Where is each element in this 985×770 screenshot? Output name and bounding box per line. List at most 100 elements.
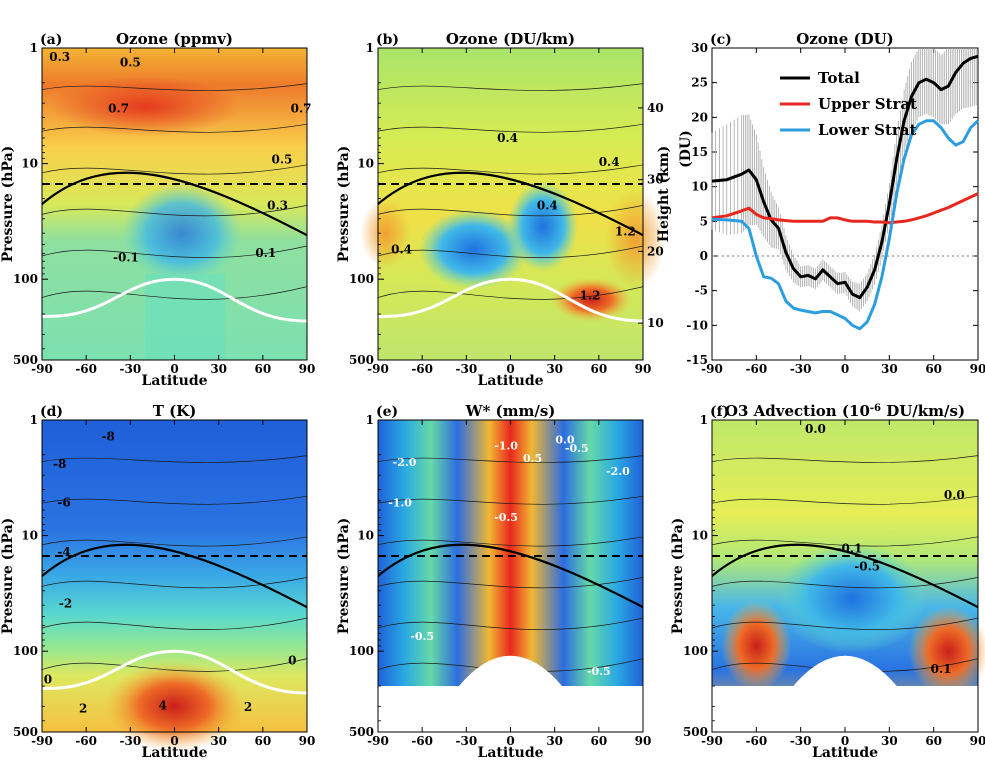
x-tick-label: -30 [455,734,477,748]
y-tick-label: 15 [691,145,708,159]
x-tick-label: 0 [170,362,178,376]
contour-line [377,245,644,258]
y-axis-label: Pressure (hPa) [336,518,352,635]
y-tick-label: 1 [700,413,708,427]
x-tick-label: 30 [881,362,898,376]
x-tick-label: 90 [970,362,985,376]
contour-label: 0.1 [931,662,952,676]
contour-label: -4 [57,545,70,559]
x-tick-label: 30 [210,734,227,748]
x-tick-label: -60 [75,362,97,376]
contour-line [41,123,308,133]
contour-line [41,617,308,630]
x-tick-label: 30 [546,734,563,748]
x-tick-label: -90 [31,734,53,748]
zero-contour [377,543,644,609]
contour-line [41,286,308,300]
tropopause-line [377,277,644,323]
contour-label: -0.1 [113,250,139,264]
legend-label-upper: Upper Strat [818,95,917,113]
panel-e: -2.0-1.00.5-0.50.0-2.0-1.0-0.5-0.5-0.5(e… [336,402,651,761]
y-axis-label: Pressure (hPa) [0,518,16,635]
contour-line [41,164,308,175]
contour-label: 1.2 [615,225,636,239]
x-tick-label: -30 [119,362,141,376]
x-tick-label: 90 [970,734,985,748]
x-tick-label: -90 [701,734,723,748]
x-axis-label: Latitude [141,745,207,761]
contour-line [41,83,308,91]
topography-mask [793,655,897,686]
x-tick-label: 60 [925,734,942,748]
contour-label: 0.0 [555,434,574,447]
y-tick-label: 500 [349,353,374,367]
y2-tick-label: 10 [647,316,664,330]
y-tick-label: -5 [695,284,708,298]
title-tail: DU/km/s) [881,402,965,420]
ozone-min-region [121,183,242,284]
title-superscript: -6 [870,403,881,414]
x-tick-label: -60 [411,362,433,376]
contour-label: 0.0 [944,488,965,502]
tropopause-line [41,277,308,323]
x-tick-label: 0 [506,734,514,748]
advection-min-region [777,543,928,654]
panel-label: (a) [40,32,62,48]
x-tick-label: -90 [367,362,389,376]
contour-label: 2 [244,700,252,714]
y-tick-label: 1 [366,41,374,55]
y2-axis-label: Height (km) [656,146,672,243]
contour-line [41,658,308,672]
contour-line [377,536,644,547]
x-tick-label: -90 [367,734,389,748]
zero-contour [711,543,979,609]
temp-max-region [104,661,245,752]
y-tick-label: -10 [686,318,708,332]
x-tick-label: -30 [455,362,477,376]
y-tick-label: 30 [691,41,708,55]
contour-line [377,123,644,133]
tropopause-line [41,649,308,695]
panel-title: T (K) [153,402,197,420]
contour-label: -1.0 [494,440,518,453]
x-tick-label: -60 [411,734,433,748]
contour-label: 0.5 [120,56,141,70]
y-axis-label: Pressure (hPa) [670,518,686,635]
panel-title: Ozone (DU) [796,30,894,48]
x-tick-label: 90 [635,734,652,748]
contour-label: 0.5 [523,452,542,465]
ozone-min-region-2 [507,181,578,272]
advection-max-region-2 [908,606,985,697]
ozone-max-region-2 [605,189,666,290]
x-tick-label: 60 [590,362,607,376]
y-tick-label: 25 [691,76,708,90]
contour-label: 0.7 [291,101,312,115]
x-axis-label: Latitude [141,373,207,389]
zero-contour [41,171,308,237]
contour-line [377,495,644,505]
series-line-upper-strat [711,192,979,225]
contour-line [711,455,979,463]
contour-label: 0.7 [108,101,129,115]
contour-line [377,577,644,589]
contour-label: 0 [288,653,296,667]
x-tick-label: -60 [745,734,767,748]
panel-title: O3 Advection (10-6 DU/km/s) [725,402,965,420]
y-tick-label: 100 [683,644,708,658]
ozone-min-region [418,209,529,290]
y-tick-label: 0 [700,249,708,263]
x-tick-label: 30 [546,362,563,376]
x-axis-label: Latitude [477,373,543,389]
y-axis-label: Pressure (hPa) [336,146,352,263]
contour-label: 0.3 [49,50,70,64]
y-tick-label: 10 [21,157,38,171]
panel-a: 0.3 0.5 0.7 0.7 0.5 0.3 0.1 -0.1 (a) Ozone (ppmv)… [0,30,315,389]
contour-label: 0.0 [805,422,826,436]
y-tick-label: 5 [700,214,708,228]
x-tick-label: 30 [210,362,227,376]
y-tick-label: 1 [30,413,38,427]
y-tick-label: 10 [357,157,374,171]
y-tick-label: 100 [349,272,374,286]
y-tick-label: 500 [349,725,374,739]
